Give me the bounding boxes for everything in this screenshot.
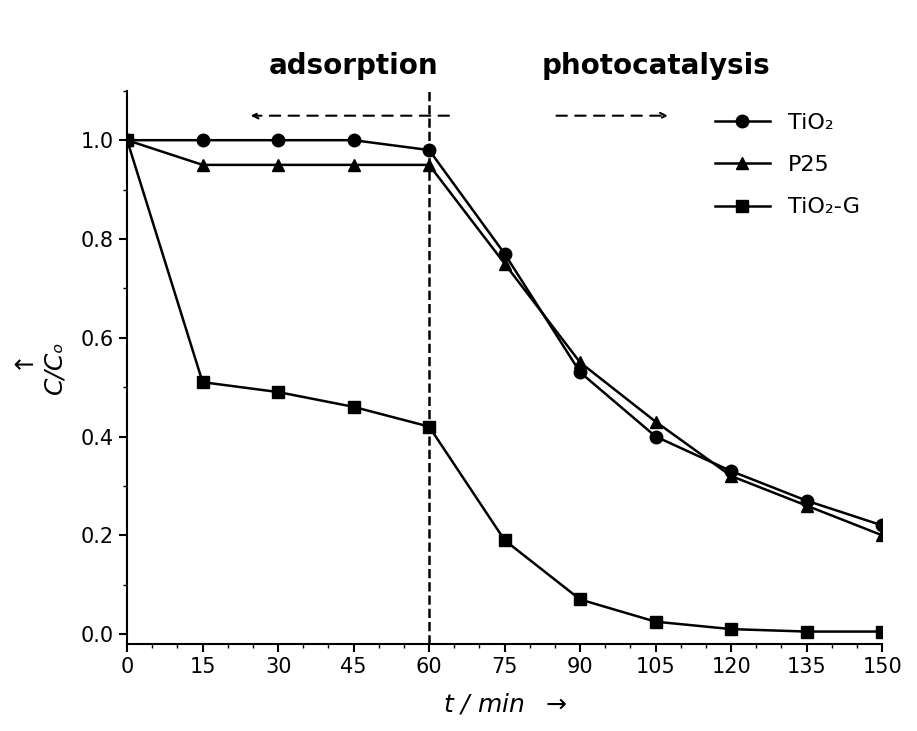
TiO₂-G (499, 536, 510, 545)
Line: TiO₂-G: TiO₂-G (121, 134, 889, 638)
TiO₂-G (650, 617, 661, 626)
TiO₂ (424, 145, 435, 154)
P25 (499, 260, 510, 268)
P25 (575, 358, 586, 367)
Y-axis label: $\uparrow$
C/Cₒ: $\uparrow$ C/Cₒ (15, 341, 67, 394)
P25 (197, 161, 208, 170)
TiO₂ (197, 136, 208, 145)
TiO₂ (725, 466, 736, 475)
TiO₂-G (272, 387, 283, 396)
Text: photocatalysis: photocatalysis (541, 52, 770, 80)
P25 (650, 417, 661, 426)
TiO₂-G (725, 625, 736, 634)
TiO₂ (122, 136, 133, 145)
TiO₂ (348, 136, 359, 145)
TiO₂ (272, 136, 283, 145)
TiO₂ (499, 249, 510, 258)
TiO₂-G (122, 136, 133, 145)
Text: adsorption: adsorption (269, 52, 438, 80)
P25 (801, 501, 812, 510)
Line: TiO₂: TiO₂ (121, 134, 889, 531)
P25 (725, 471, 736, 480)
Legend: TiO₂, P25, TiO₂-G: TiO₂, P25, TiO₂-G (703, 102, 871, 229)
TiO₂-G (801, 627, 812, 636)
TiO₂-G (424, 423, 435, 431)
TiO₂ (877, 521, 888, 530)
P25 (272, 161, 283, 170)
P25 (877, 531, 888, 539)
Line: P25: P25 (121, 134, 889, 542)
P25 (122, 136, 133, 145)
TiO₂-G (877, 627, 888, 636)
P25 (348, 161, 359, 170)
TiO₂ (650, 432, 661, 441)
P25 (424, 161, 435, 170)
TiO₂-G (197, 378, 208, 387)
X-axis label: t / min  $\rightarrow$: t / min $\rightarrow$ (443, 691, 567, 716)
TiO₂-G (348, 403, 359, 412)
TiO₂ (801, 496, 812, 505)
TiO₂ (575, 368, 586, 376)
TiO₂-G (575, 595, 586, 604)
